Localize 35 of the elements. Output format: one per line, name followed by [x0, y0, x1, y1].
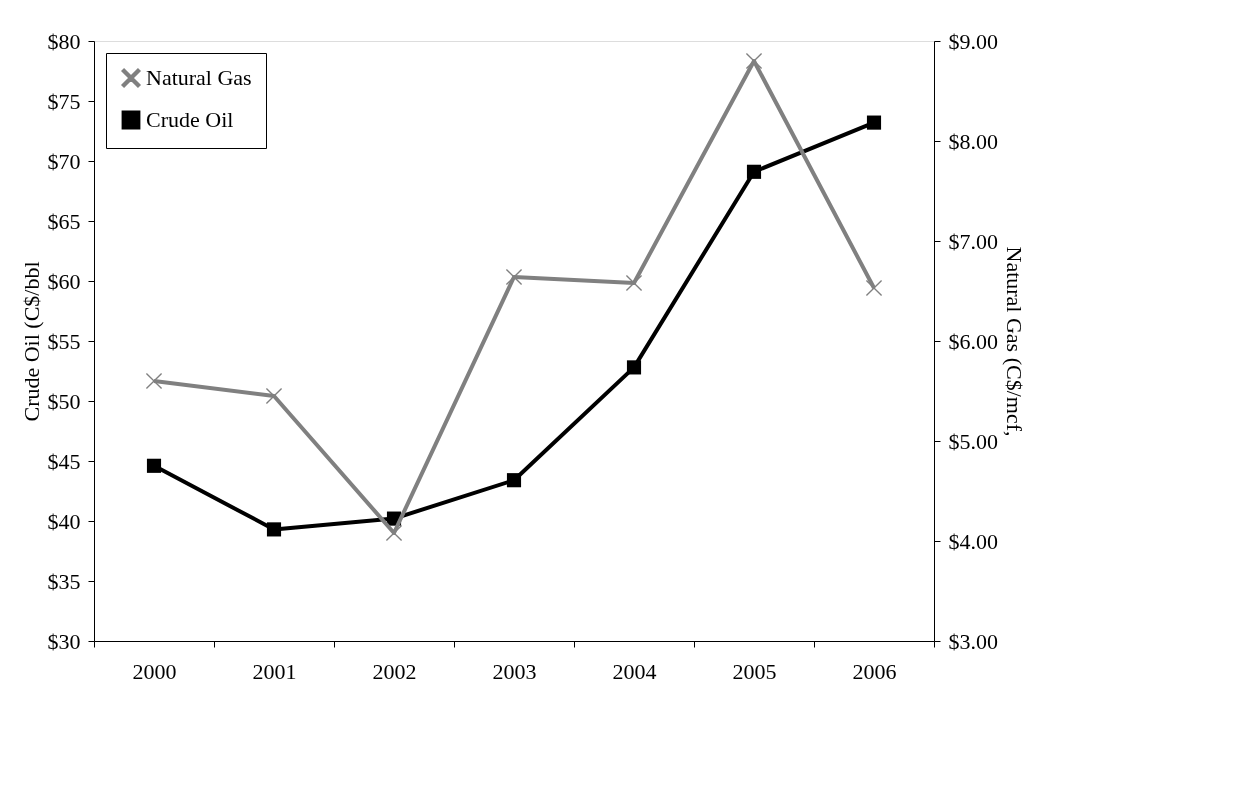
y-tick-label: $30 [47, 628, 81, 654]
y-tick-label: $40 [47, 508, 81, 534]
x-tick-label: 2003 [492, 658, 537, 684]
y-tick-label: $50 [47, 388, 81, 414]
y-tick-label: $80 [47, 28, 81, 54]
x-tick-label: 2001 [252, 658, 297, 684]
y-tick-label: $65 [47, 208, 81, 234]
x-tick-label: 2002 [372, 658, 417, 684]
point [866, 115, 882, 130]
y-tick-label: $75 [47, 88, 81, 114]
x-tick-label: 2004 [612, 658, 657, 684]
y-tick-label: $70 [47, 148, 81, 174]
legend-label: Natural Gas [146, 65, 252, 90]
y2-tick-label: $3.00 [948, 628, 998, 654]
legend-label: Crude Oil [146, 107, 234, 132]
y2-axis-title: Natural Gas (C$/mcf, [1002, 246, 1027, 437]
point [146, 458, 162, 473]
point [746, 164, 762, 179]
x-tick-label: 2000 [132, 658, 177, 684]
point [626, 360, 642, 375]
y2-tick-label: $4.00 [948, 528, 998, 554]
y-tick-label: $60 [47, 268, 81, 294]
y2-tick-label: $6.00 [948, 328, 998, 354]
y2-tick-label: $8.00 [948, 128, 998, 154]
x-tick-label: 2006 [852, 658, 897, 684]
point [506, 473, 522, 488]
y2-tick-label: $5.00 [948, 428, 998, 454]
y2-tick-label: $7.00 [948, 228, 998, 254]
y-tick-label: $45 [47, 448, 81, 474]
y2-tick-label: $9.00 [948, 28, 998, 54]
x-tick-label: 2005 [732, 658, 777, 684]
point [266, 522, 282, 537]
y-tick-label: $35 [47, 568, 81, 594]
y-tick-label: $55 [47, 328, 81, 354]
y-axis-title: Crude Oil (C$/bbl [18, 261, 44, 422]
